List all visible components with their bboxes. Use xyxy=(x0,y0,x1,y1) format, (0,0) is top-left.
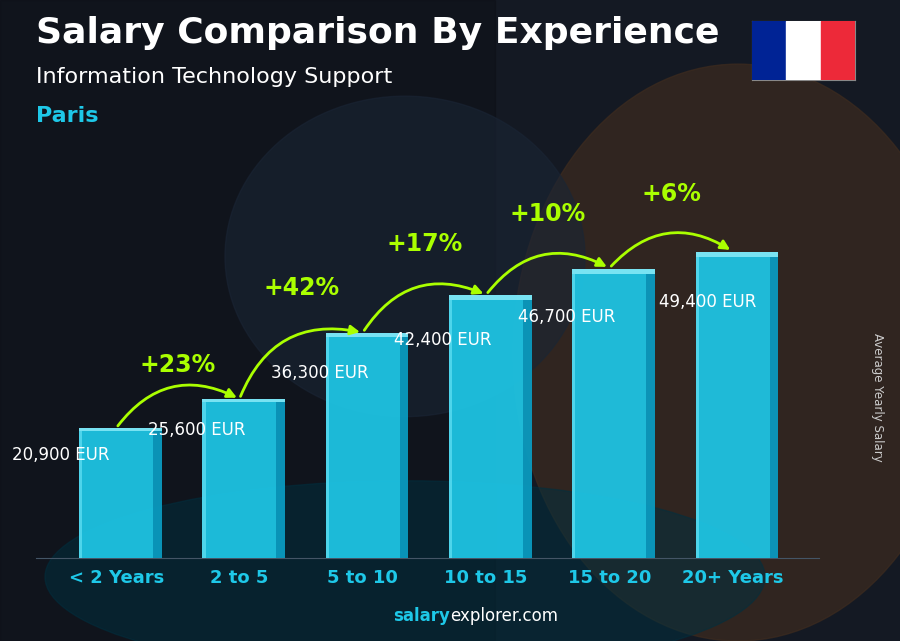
Text: Paris: Paris xyxy=(36,106,98,126)
Bar xyxy=(572,274,646,558)
Bar xyxy=(646,274,655,558)
Bar xyxy=(202,402,276,558)
Bar xyxy=(572,269,655,274)
Bar xyxy=(449,296,532,300)
Bar xyxy=(202,399,285,402)
Text: +23%: +23% xyxy=(140,353,216,377)
Text: Information Technology Support: Information Technology Support xyxy=(36,67,392,87)
Text: +10%: +10% xyxy=(509,201,586,226)
Text: 42,400 EUR: 42,400 EUR xyxy=(394,331,491,349)
Bar xyxy=(821,21,855,80)
Bar xyxy=(696,258,770,558)
Text: +17%: +17% xyxy=(386,233,463,256)
Text: explorer.com: explorer.com xyxy=(450,607,558,625)
Text: 20,900 EUR: 20,900 EUR xyxy=(12,446,110,464)
Text: salary: salary xyxy=(393,607,450,625)
Text: Average Yearly Salary: Average Yearly Salary xyxy=(871,333,884,462)
Bar xyxy=(276,402,285,558)
Text: Salary Comparison By Experience: Salary Comparison By Experience xyxy=(36,16,719,50)
Text: 25,600 EUR: 25,600 EUR xyxy=(148,420,245,438)
Bar xyxy=(770,258,778,558)
Bar xyxy=(696,258,698,558)
Bar xyxy=(752,21,786,80)
Bar xyxy=(153,431,162,558)
Bar xyxy=(449,300,452,558)
Bar xyxy=(786,21,821,80)
Bar xyxy=(326,337,328,558)
Bar xyxy=(400,337,409,558)
Text: 46,700 EUR: 46,700 EUR xyxy=(518,308,615,326)
Bar xyxy=(449,300,523,558)
Bar xyxy=(0,0,495,641)
Bar xyxy=(326,333,409,337)
Bar xyxy=(79,431,153,558)
Bar xyxy=(79,428,162,431)
Text: 36,300 EUR: 36,300 EUR xyxy=(271,363,368,381)
Text: 49,400 EUR: 49,400 EUR xyxy=(660,294,757,312)
Ellipse shape xyxy=(45,481,765,641)
Bar xyxy=(202,402,205,558)
Bar xyxy=(523,300,532,558)
Bar xyxy=(79,431,82,558)
Ellipse shape xyxy=(225,96,585,417)
Text: +6%: +6% xyxy=(641,182,701,206)
Bar xyxy=(572,274,575,558)
Ellipse shape xyxy=(513,64,900,641)
Text: +42%: +42% xyxy=(263,276,339,300)
Bar xyxy=(326,337,400,558)
Bar xyxy=(696,252,778,258)
